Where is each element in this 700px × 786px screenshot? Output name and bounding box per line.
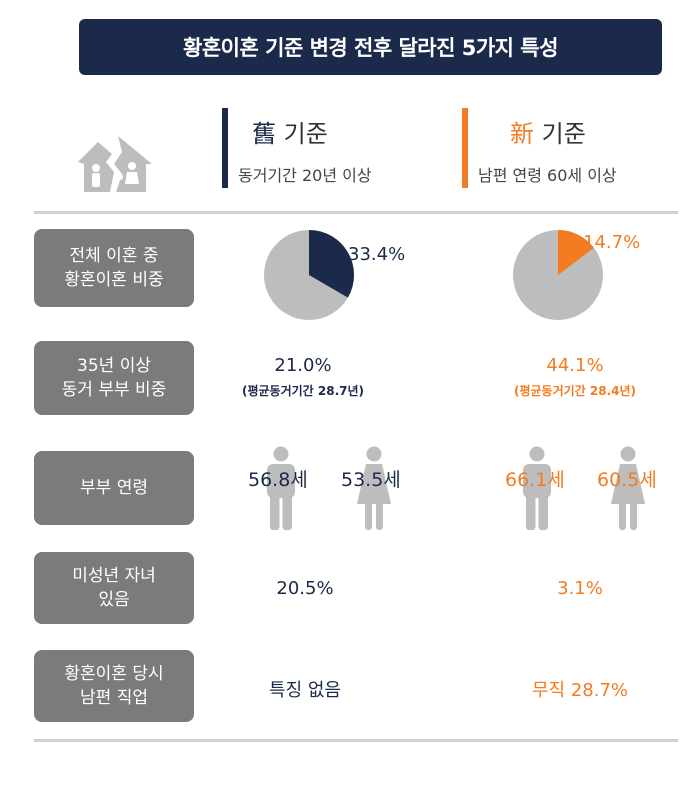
old-wife-age: 53.5세 <box>341 469 401 491</box>
broken-house-family-icon <box>76 130 154 198</box>
row-label-age-text: 부부 연령 <box>80 478 148 498</box>
new-wife-icon <box>611 446 645 530</box>
row-label-job-line1: 황혼이혼 당시 <box>64 664 164 684</box>
page-title-text: 황혼이혼 기준 변경 전후 달라진 5가지 특성 <box>183 36 558 60</box>
row-label-cohab35-line2: 동거 부부 비중 <box>61 380 167 400</box>
row-label-children: 미성년 자녀 있음 <box>34 552 194 624</box>
header-divider <box>34 211 678 214</box>
new-cohab35-cell: 44.1% (평균동거기간 28.4년) <box>500 355 650 399</box>
row-label-age: 부부 연령 <box>34 451 194 525</box>
bottom-divider <box>34 739 678 742</box>
new-criteria-title: 新 기준 <box>510 114 586 149</box>
old-criteria-hanja: 舊 <box>252 120 276 148</box>
row-label-children-line2: 있음 <box>98 590 130 610</box>
new-cohab35-value: 44.1% <box>546 355 604 376</box>
new-cohab35-note: (평균동거기간 28.4년) <box>513 384 637 398</box>
new-criteria-hanja: 新 <box>510 120 534 148</box>
old-share-pie <box>264 230 355 320</box>
row-label-cohab35-line1: 35년 이상 <box>77 356 151 376</box>
new-share-value: 14.7% <box>583 232 641 253</box>
new-children-value: 3.1% <box>557 578 603 599</box>
old-husband-age: 56.8세 <box>248 469 308 491</box>
old-children-value: 20.5% <box>276 578 334 599</box>
old-criteria-bar <box>222 108 228 188</box>
old-share-pie-slice <box>309 230 355 298</box>
new-husband-age: 66.1세 <box>505 469 565 491</box>
row-label-cohab35: 35년 이상 동거 부부 비중 <box>34 341 194 415</box>
new-husband-icon <box>523 446 551 530</box>
page-title: 황혼이혼 기준 변경 전후 달라진 5가지 특성 <box>79 19 662 75</box>
new-criteria-subtitle: 남편 연령 60세 이상 <box>478 166 617 185</box>
new-wife-age: 60.5세 <box>597 469 657 491</box>
new-share-pie-slice <box>558 230 594 275</box>
old-share-value: 33.4% <box>348 244 406 265</box>
old-criteria-word: 기준 <box>283 120 328 148</box>
new-criteria-bar <box>462 108 468 188</box>
old-cohab35-value: 21.0% <box>274 355 332 376</box>
old-wife-icon <box>357 446 391 530</box>
new-job-value: 무직 28.7% <box>531 680 629 701</box>
old-job-value: 특징 없음 <box>269 680 341 701</box>
old-husband-icon <box>267 446 295 530</box>
row-label-share-line1: 전체 이혼 중 <box>69 246 159 266</box>
old-criteria-subtitle: 동거기간 20년 이상 <box>238 166 372 185</box>
old-cohab35-note: (평균동거기간 28.7년) <box>241 384 365 398</box>
row-label-job-line2: 남편 직업 <box>80 688 148 708</box>
old-cohab35-cell: 21.0% (평균동거기간 28.7년) <box>228 355 378 399</box>
new-criteria-word: 기준 <box>541 120 586 148</box>
row-label-share: 전체 이혼 중 황혼이혼 비중 <box>34 229 194 307</box>
new-share-pie <box>513 230 603 320</box>
old-criteria-title: 舊 기준 <box>252 114 328 149</box>
row-label-children-line1: 미성년 자녀 <box>72 566 156 586</box>
row-label-share-line2: 황혼이혼 비중 <box>64 270 164 290</box>
row-label-job: 황혼이혼 당시 남편 직업 <box>34 650 194 722</box>
